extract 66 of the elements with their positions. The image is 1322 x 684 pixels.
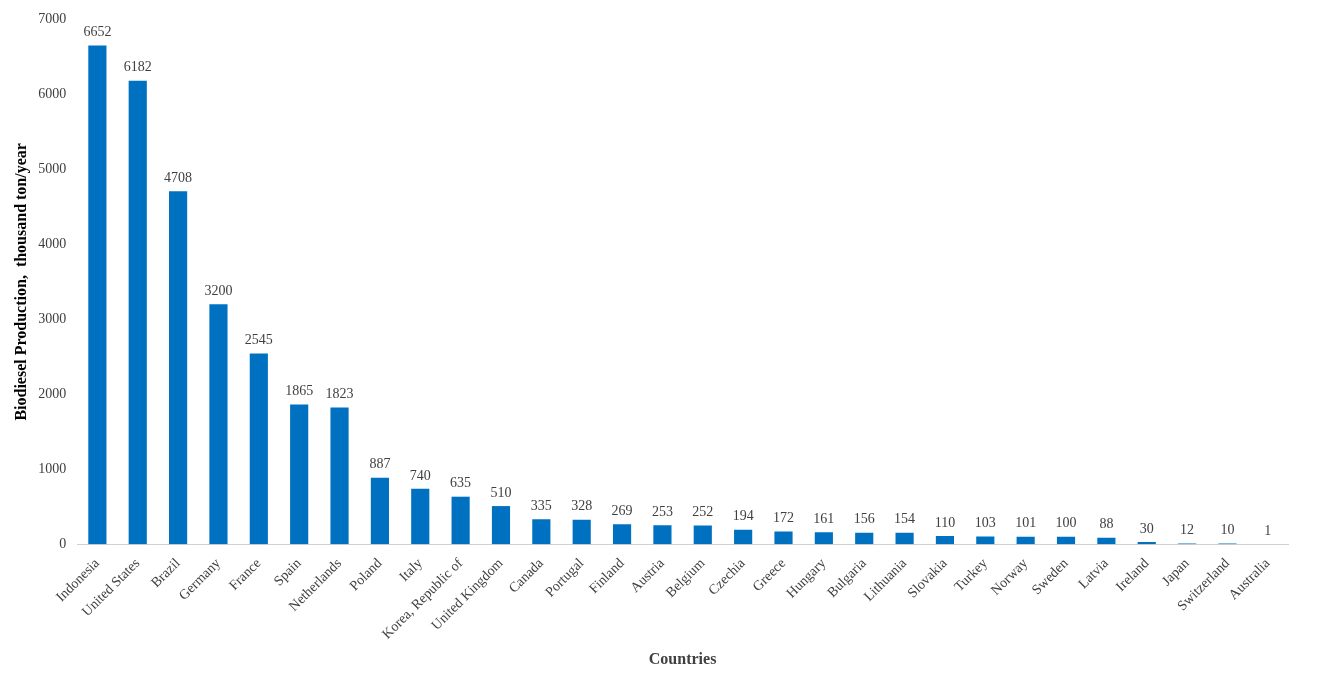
y-tick-label: 6000 — [38, 86, 67, 102]
y-axis-title: Biodiesel Production, thousand ton/year — [11, 143, 30, 421]
bar — [370, 477, 389, 545]
data-label: 154 — [894, 511, 916, 527]
data-label: 101 — [1015, 515, 1037, 531]
data-label: 887 — [369, 456, 391, 472]
y-tick-label: 1000 — [38, 461, 67, 477]
bar — [774, 531, 793, 545]
bar — [814, 532, 833, 545]
bar — [612, 524, 632, 545]
data-label: 194 — [732, 508, 754, 524]
data-label: 2545 — [244, 332, 273, 348]
data-label: 100 — [1055, 515, 1077, 531]
data-label: 252 — [692, 504, 714, 520]
bar — [895, 532, 914, 545]
data-label: 1 — [1264, 522, 1272, 538]
bar — [290, 404, 309, 545]
data-label: 30 — [1139, 520, 1154, 536]
y-tick-label: 3000 — [38, 311, 67, 327]
data-label: 3200 — [204, 283, 233, 299]
data-label: 510 — [490, 484, 512, 500]
data-label: 1865 — [285, 383, 314, 399]
data-label: 4708 — [164, 169, 193, 185]
bar — [653, 525, 672, 545]
bar — [855, 532, 874, 545]
data-label: 103 — [974, 515, 996, 531]
bar — [88, 45, 107, 545]
bar — [169, 191, 188, 545]
bar — [128, 80, 147, 545]
bar — [693, 525, 712, 545]
data-label: 269 — [611, 502, 633, 518]
data-label: 110 — [934, 514, 956, 530]
data-label: 161 — [813, 510, 835, 526]
bar — [330, 407, 349, 545]
data-label: 6652 — [83, 24, 112, 40]
data-label: 12 — [1180, 522, 1195, 538]
y-tick-label: 5000 — [38, 161, 67, 177]
bar — [1056, 536, 1076, 545]
y-tick-label: 7000 — [38, 11, 67, 27]
data-label: 172 — [773, 510, 794, 526]
y-tick-label: 0 — [59, 536, 67, 551]
data-label: 1823 — [325, 386, 354, 402]
data-label: 10 — [1220, 522, 1235, 538]
bar — [249, 353, 268, 545]
data-label: 635 — [450, 475, 472, 491]
data-label: 335 — [530, 497, 552, 513]
data-label: 6182 — [123, 59, 152, 75]
bar — [451, 496, 470, 545]
bar — [209, 304, 228, 545]
bar — [1097, 537, 1116, 545]
y-tick-label: 2000 — [38, 386, 67, 402]
bar — [935, 536, 955, 545]
data-label: 740 — [409, 467, 431, 483]
bar — [976, 536, 995, 545]
data-label: 253 — [651, 504, 673, 520]
bar — [734, 529, 753, 545]
data-label: 88 — [1099, 516, 1114, 532]
data-label: 156 — [853, 511, 875, 527]
x-axis-title: Countries — [648, 649, 717, 667]
bar — [1016, 536, 1035, 545]
y-tick-label: 4000 — [38, 236, 67, 252]
bar — [572, 519, 591, 545]
bar — [411, 488, 430, 545]
data-label: 328 — [571, 498, 593, 514]
bar — [532, 519, 551, 545]
bar — [491, 506, 511, 545]
